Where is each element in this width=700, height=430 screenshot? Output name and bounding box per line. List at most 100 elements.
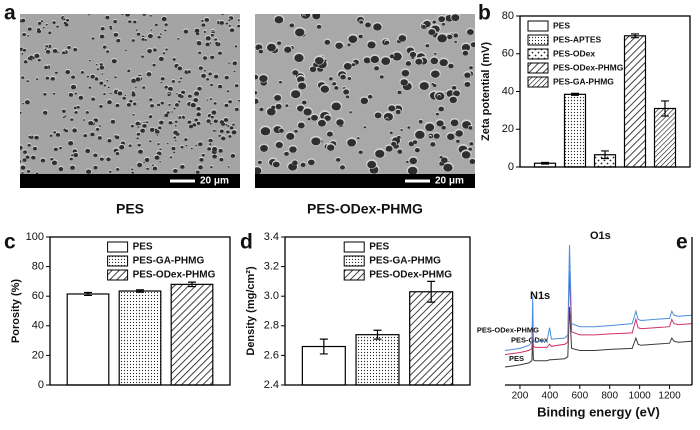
pore bbox=[289, 146, 297, 153]
pore bbox=[160, 81, 163, 84]
pore bbox=[358, 34, 363, 39]
pore bbox=[301, 100, 307, 105]
panel-label: d bbox=[240, 231, 253, 254]
pore bbox=[37, 58, 41, 62]
plot-frame bbox=[519, 15, 691, 168]
pore bbox=[115, 103, 120, 108]
pore bbox=[229, 126, 234, 130]
pore bbox=[152, 166, 158, 171]
pore bbox=[160, 101, 164, 105]
pore bbox=[168, 103, 171, 106]
pore bbox=[219, 120, 224, 124]
legend-swatch bbox=[527, 76, 549, 88]
pore bbox=[397, 135, 401, 139]
pore bbox=[228, 135, 232, 138]
pore bbox=[23, 60, 28, 64]
pore bbox=[385, 145, 393, 152]
error-bar bbox=[631, 33, 639, 39]
pore bbox=[441, 22, 446, 26]
pore bbox=[135, 86, 137, 88]
bar bbox=[563, 93, 587, 168]
annotation: O1s bbox=[590, 230, 611, 242]
bar bbox=[623, 35, 647, 168]
pore bbox=[374, 66, 379, 71]
pore bbox=[21, 18, 26, 23]
pore bbox=[311, 137, 321, 146]
pore bbox=[326, 131, 333, 137]
pore bbox=[44, 65, 48, 70]
info-bar bbox=[20, 174, 240, 188]
pore bbox=[238, 99, 240, 102]
pore bbox=[171, 111, 174, 113]
pore bbox=[469, 142, 474, 146]
pore bbox=[367, 41, 376, 49]
bar bbox=[653, 107, 677, 168]
pore bbox=[255, 90, 258, 95]
pore bbox=[63, 128, 66, 131]
scale-bar-label: 20 μm bbox=[200, 176, 229, 187]
pore bbox=[147, 48, 153, 54]
y-tick-label: 3.4 bbox=[264, 231, 279, 243]
pore bbox=[53, 147, 58, 151]
pore bbox=[439, 155, 443, 159]
pore bbox=[210, 83, 213, 86]
pore bbox=[217, 84, 223, 89]
pore bbox=[65, 18, 70, 22]
pore bbox=[157, 35, 161, 39]
pore bbox=[419, 82, 429, 90]
pore bbox=[34, 135, 39, 140]
pore bbox=[303, 108, 312, 116]
pore bbox=[209, 122, 212, 125]
pore bbox=[397, 149, 403, 154]
pore bbox=[63, 21, 67, 25]
pore bbox=[453, 33, 459, 38]
pore bbox=[363, 57, 371, 64]
pore bbox=[430, 70, 440, 78]
pore bbox=[327, 144, 335, 151]
pore bbox=[237, 19, 240, 21]
pore bbox=[212, 147, 218, 152]
pore bbox=[27, 27, 32, 31]
legend-swatch bbox=[343, 255, 365, 267]
pore bbox=[85, 111, 89, 114]
pore bbox=[358, 150, 363, 154]
pore bbox=[258, 49, 263, 54]
pore bbox=[384, 40, 390, 45]
pore bbox=[99, 157, 104, 161]
pore bbox=[150, 104, 155, 108]
info-bar bbox=[255, 174, 475, 188]
pore bbox=[157, 126, 162, 130]
pore bbox=[195, 144, 198, 147]
pore bbox=[260, 145, 268, 152]
pore bbox=[407, 126, 411, 129]
pore bbox=[438, 106, 444, 112]
pore bbox=[318, 119, 326, 127]
pore bbox=[255, 167, 262, 174]
pore bbox=[55, 133, 61, 137]
pore bbox=[266, 43, 276, 52]
bar bbox=[66, 293, 110, 386]
pore bbox=[468, 147, 473, 151]
pore bbox=[232, 123, 235, 126]
pore bbox=[177, 66, 183, 71]
legend-label: PES-ODex-PHMG bbox=[133, 270, 216, 281]
y-tick-label: 20 bbox=[32, 349, 44, 361]
pore bbox=[181, 115, 185, 119]
pore bbox=[149, 140, 152, 143]
pore bbox=[196, 121, 201, 125]
pore bbox=[80, 70, 84, 74]
pore bbox=[135, 29, 138, 31]
pore bbox=[22, 102, 24, 105]
pore bbox=[157, 143, 160, 146]
pore bbox=[99, 104, 103, 108]
pore bbox=[432, 20, 436, 24]
pore bbox=[449, 96, 457, 104]
pore bbox=[347, 43, 351, 47]
pore bbox=[146, 72, 152, 77]
pore bbox=[35, 172, 39, 174]
pore bbox=[45, 49, 51, 54]
pore bbox=[142, 123, 147, 128]
pore bbox=[412, 140, 418, 145]
pore bbox=[237, 24, 240, 28]
pore bbox=[62, 116, 65, 119]
